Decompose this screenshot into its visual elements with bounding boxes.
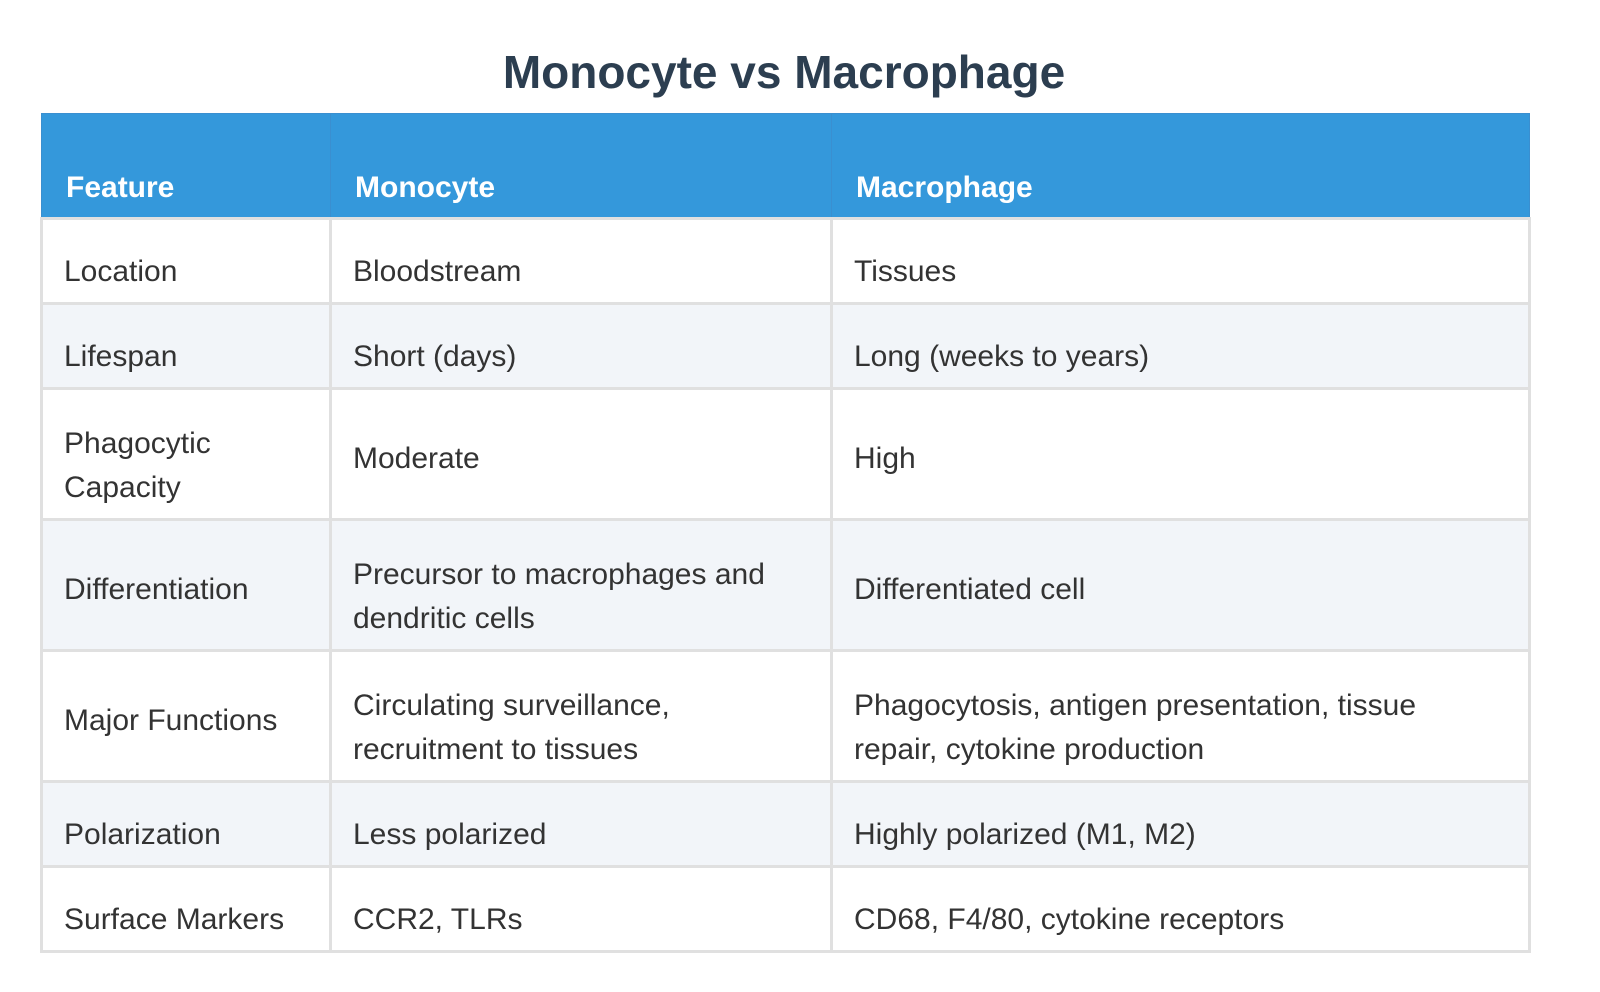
feature-cell: Polarization bbox=[40, 780, 332, 868]
table-header-row: Feature Monocyte Macrophage bbox=[41, 113, 1530, 219]
monocyte-cell: Less polarized bbox=[329, 780, 833, 868]
macrophage-cell: Phagocytosis, antigen presentation, tiss… bbox=[830, 649, 1531, 783]
macrophage-cell: Long (weeks to years) bbox=[830, 302, 1531, 390]
column-header-monocyte: Monocyte bbox=[330, 113, 832, 219]
feature-cell: Location bbox=[40, 217, 332, 305]
column-header-feature: Feature bbox=[41, 113, 331, 219]
table-row: Surface Markers CCR2, TLRs CD68, F4/80, … bbox=[40, 865, 1531, 953]
page-title: Monocyte vs Macrophage bbox=[502, 46, 1066, 98]
macrophage-cell: Highly polarized (M1, M2) bbox=[830, 780, 1531, 868]
feature-cell: Phagocytic Capacity bbox=[40, 387, 332, 521]
monocyte-cell: Moderate bbox=[329, 387, 833, 521]
table-row: Differentiation Precursor to macrophages… bbox=[40, 518, 1531, 652]
table-row: Polarization Less polarized Highly polar… bbox=[40, 780, 1531, 868]
macrophage-cell: Differentiated cell bbox=[830, 518, 1531, 652]
table-row: Major Functions Circulating surveillance… bbox=[40, 649, 1531, 783]
monocyte-cell: Circulating surveillance, recruitment to… bbox=[329, 649, 833, 783]
feature-cell: Lifespan bbox=[40, 302, 332, 390]
monocyte-cell: Short (days) bbox=[329, 302, 833, 390]
feature-cell: Differentiation bbox=[40, 518, 332, 652]
table-row: Location Bloodstream Tissues bbox=[40, 217, 1531, 305]
column-header-macrophage: Macrophage bbox=[831, 113, 1530, 219]
monocyte-cell: Precursor to macrophages and dendritic c… bbox=[329, 518, 833, 652]
monocyte-cell: Bloodstream bbox=[329, 217, 833, 305]
feature-cell: Major Functions bbox=[40, 649, 332, 783]
macrophage-cell: CD68, F4/80, cytokine receptors bbox=[830, 865, 1531, 953]
macrophage-cell: Tissues bbox=[830, 217, 1531, 305]
table-row: Phagocytic Capacity Moderate High bbox=[40, 387, 1531, 521]
feature-cell: Surface Markers bbox=[40, 865, 332, 953]
table-row: Lifespan Short (days) Long (weeks to yea… bbox=[40, 302, 1531, 390]
monocyte-cell: CCR2, TLRs bbox=[329, 865, 833, 953]
comparison-table: Feature Monocyte Macrophage Location Blo… bbox=[40, 113, 1531, 953]
macrophage-cell: High bbox=[830, 387, 1531, 521]
